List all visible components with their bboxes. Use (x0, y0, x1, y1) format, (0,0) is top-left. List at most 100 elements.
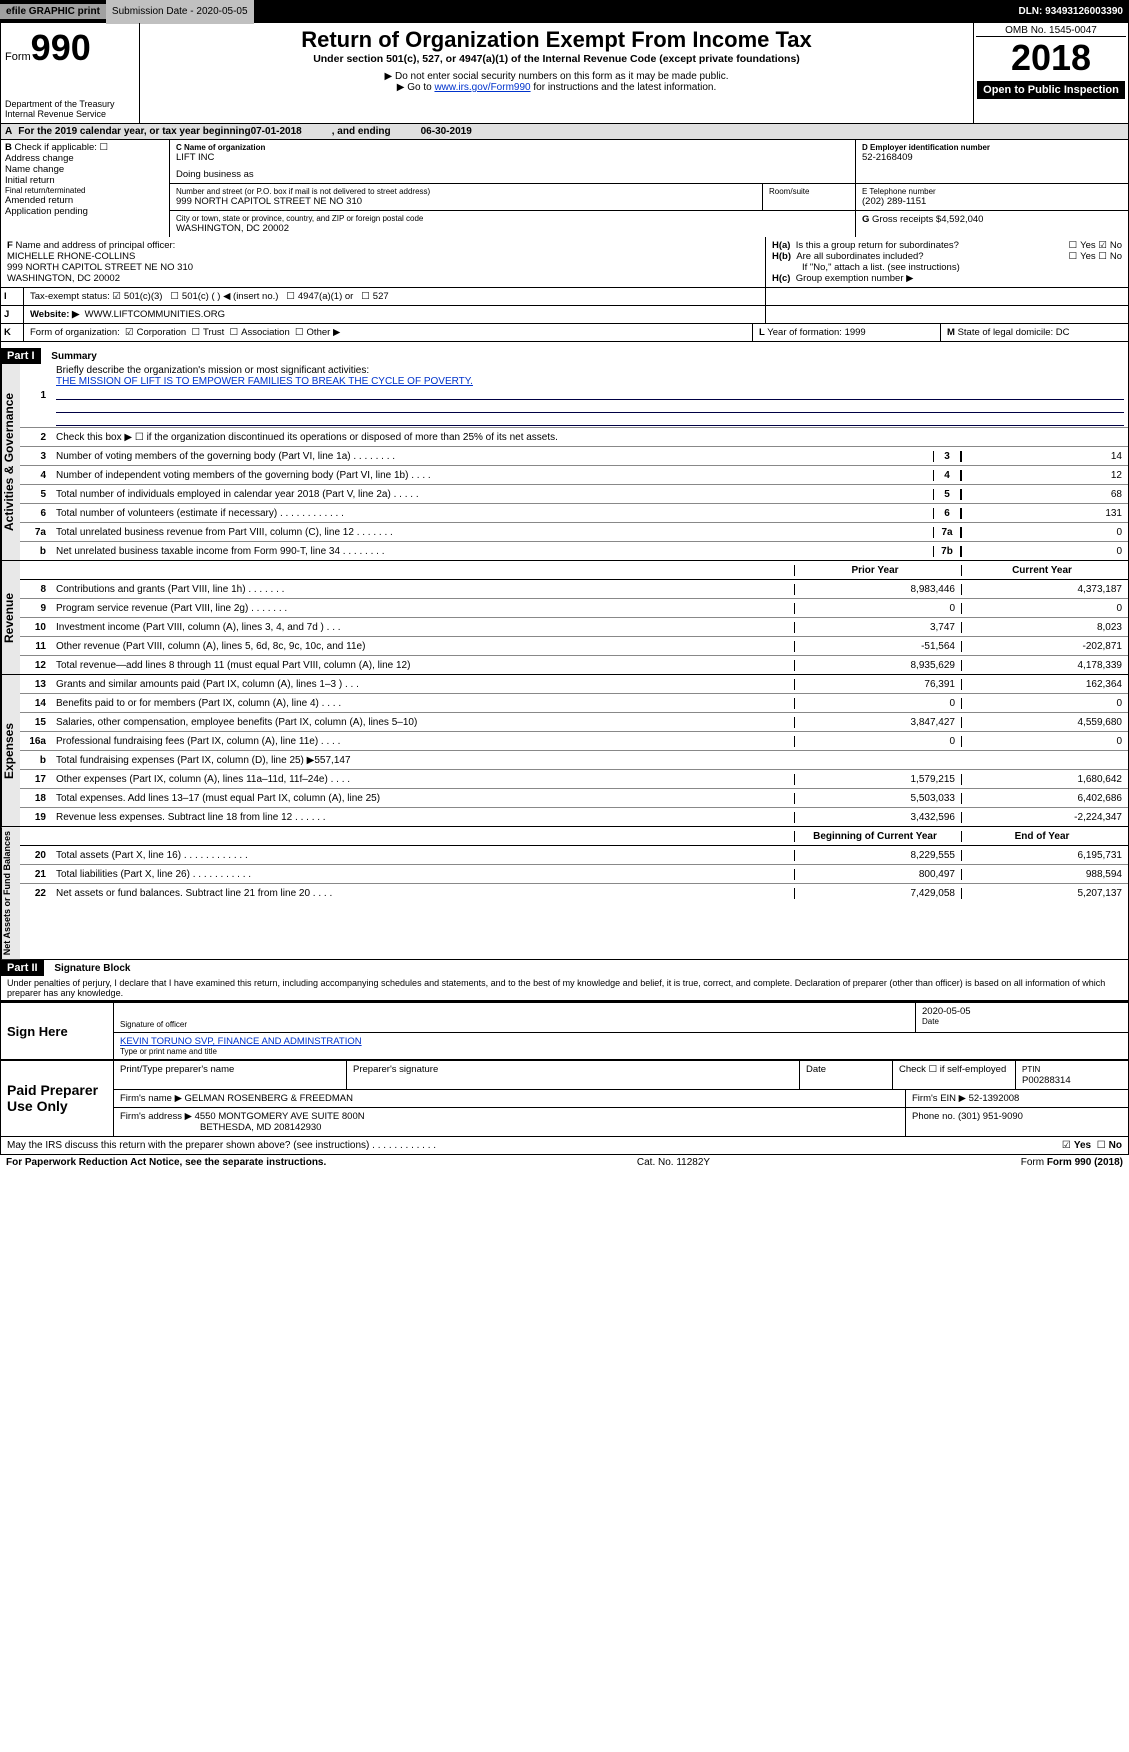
firm-ein: 52-1392008 (969, 1093, 1020, 1104)
dept-label: Department of the Treasury (5, 99, 135, 109)
submission-date: Submission Date - 2020-05-05 (106, 0, 254, 24)
tax-year: 2018 (976, 37, 1126, 79)
side-expenses: Expenses (1, 675, 20, 826)
trust-checkbox[interactable] (192, 327, 204, 338)
prior-value: 7,429,058 (794, 888, 961, 899)
data-line: 17 Other expenses (Part IX, column (A), … (20, 770, 1128, 789)
prior-value: 3,432,596 (794, 812, 961, 823)
gov-value: 68 (961, 489, 1128, 500)
open-public-badge: Open to Public Inspection (977, 81, 1125, 99)
gross-receipts: 4,592,040 (941, 214, 983, 225)
current-year-header: Current Year (961, 565, 1128, 576)
part1-subtitle: Summary (51, 351, 97, 362)
expenses-section: Expenses 13 Grants and similar amounts p… (0, 675, 1129, 827)
firm-name: GELMAN ROSENBERG & FREEDMAN (185, 1093, 353, 1104)
assoc-checkbox[interactable] (230, 327, 242, 338)
current-value: 8,023 (961, 622, 1128, 633)
form-label: Form (5, 51, 31, 63)
note-goto: ▶ Go to www.irs.gov/Form990 for instruct… (144, 82, 969, 93)
ha-no[interactable] (1098, 240, 1110, 251)
data-line: 11 Other revenue (Part VIII, column (A),… (20, 637, 1128, 656)
side-governance: Activities & Governance (1, 364, 20, 560)
other-checkbox[interactable] (295, 327, 307, 338)
prior-value: 3,847,427 (794, 717, 961, 728)
prior-value: 3,747 (794, 622, 961, 633)
paid-preparer-block: Paid Preparer Use Only Print/Type prepar… (0, 1060, 1129, 1137)
irs-label: Internal Revenue Service (5, 109, 135, 119)
data-line: 22 Net assets or fund balances. Subtract… (20, 884, 1128, 902)
opt-address-change: Address change (5, 153, 165, 164)
opt-amended: Amended return (5, 195, 165, 206)
data-line: 12 Total revenue—add lines 8 through 11 … (20, 656, 1128, 674)
current-value: 162,364 (961, 679, 1128, 690)
data-line: 13 Grants and similar amounts paid (Part… (20, 675, 1128, 694)
prior-value: -51,564 (794, 641, 961, 652)
hb-no[interactable] (1098, 251, 1110, 262)
501c3-checkbox[interactable] (112, 291, 124, 302)
phone-value: (202) 289-1151 (862, 196, 1122, 207)
hb-yes[interactable] (1069, 251, 1081, 262)
data-line: 9 Program service revenue (Part VIII, li… (20, 599, 1128, 618)
form990-link[interactable]: www.irs.gov/Form990 (434, 82, 530, 93)
discuss-no[interactable] (1097, 1140, 1109, 1151)
501c-checkbox[interactable] (170, 291, 182, 302)
part2-subtitle: Signature Block (54, 963, 130, 974)
discuss-row: May the IRS discuss this return with the… (0, 1137, 1129, 1155)
dba-label: Doing business as (176, 169, 849, 180)
dln-label: DLN: 93493126003390 (1012, 4, 1129, 19)
opt-name-change: Name change (5, 164, 165, 175)
527-checkbox[interactable] (361, 291, 373, 302)
prior-value: 1,579,215 (794, 774, 961, 785)
hb-note: If "No," attach a list. (see instruction… (772, 262, 1122, 273)
netassets-section: Net Assets or Fund Balances .. Beginning… (0, 827, 1129, 960)
side-revenue: Revenue (1, 561, 20, 674)
corp-checkbox[interactable] (125, 327, 137, 338)
part1-header: Part I (1, 348, 41, 364)
label-a: A (5, 126, 12, 137)
prior-value: 800,497 (794, 869, 961, 880)
perjury-text: Under penalties of perjury, I declare th… (0, 976, 1129, 1001)
row-klm: K Form of organization: Corporation Trus… (0, 324, 1129, 342)
footer-right: Form Form 990 (2018) (1021, 1157, 1123, 1168)
side-netassets: Net Assets or Fund Balances (1, 827, 20, 959)
ein-value: 52-2168409 (862, 152, 1122, 163)
current-value: -202,871 (961, 641, 1128, 652)
gov-value: 14 (961, 451, 1128, 462)
org-city: WASHINGTON, DC 20002 (176, 223, 849, 234)
discuss-yes[interactable] (1062, 1140, 1074, 1151)
end-year-header: End of Year (961, 831, 1128, 842)
footer: For Paperwork Reduction Act Notice, see … (0, 1155, 1129, 1170)
firm-phone: (301) 951-9090 (958, 1111, 1023, 1122)
efile-label: efile GRAPHIC print (0, 4, 106, 19)
prior-value: 8,983,446 (794, 584, 961, 595)
current-value: 988,594 (961, 869, 1128, 880)
current-value: 6,195,731 (961, 850, 1128, 861)
header-boxes: B Check if applicable: Address change Na… (0, 140, 1129, 237)
box-c: C Name of organization LIFT INC Doing bu… (170, 140, 1128, 237)
firm-addr1: 4550 MONTGOMERY AVE SUITE 800N (195, 1111, 365, 1122)
ha-yes[interactable] (1069, 240, 1081, 251)
self-employed-check[interactable]: Check ☐ if self-employed (893, 1061, 1016, 1089)
gov-value: 12 (961, 470, 1128, 481)
addr-change-checkbox[interactable] (100, 142, 112, 153)
4947-checkbox[interactable] (286, 291, 298, 302)
data-line: 19 Revenue less expenses. Subtract line … (20, 808, 1128, 826)
sign-date: 2020-05-05 (922, 1006, 1122, 1017)
year-end: 06-30-2019 (421, 126, 472, 137)
data-line: 14 Benefits paid to or for members (Part… (20, 694, 1128, 713)
officer-name-title[interactable]: KEVIN TORUNO SVP, FINANCE AND ADMINSTRAT… (120, 1036, 362, 1047)
firm-addr2: BETHESDA, MD 208142930 (200, 1122, 321, 1133)
form-number: Form990 (5, 27, 135, 69)
sign-here-label: Sign Here (1, 1003, 114, 1059)
current-value: 4,178,339 (961, 660, 1128, 671)
row-f-h: F Name and address of principal officer:… (0, 237, 1129, 288)
formation-year: 1999 (845, 327, 866, 338)
org-name: LIFT INC (176, 152, 849, 163)
gov-value: 0 (961, 527, 1128, 538)
form-header: Form990 Department of the Treasury Inter… (0, 22, 1129, 124)
mission-text[interactable]: THE MISSION OF LIFT IS TO EMPOWER FAMILI… (56, 376, 473, 387)
current-value: 0 (961, 698, 1128, 709)
prior-value: 0 (794, 736, 961, 747)
governance-section: Activities & Governance 1 Briefly descri… (0, 364, 1129, 561)
prior-value: 0 (794, 698, 961, 709)
